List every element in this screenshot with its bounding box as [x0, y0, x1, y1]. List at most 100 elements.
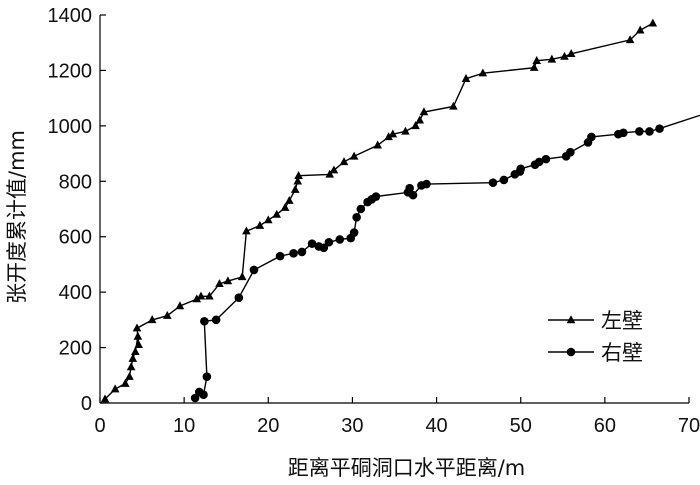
data-point-circle [335, 235, 345, 244]
x-tick-label: 10 [173, 415, 195, 437]
data-point-triangle [478, 68, 488, 77]
data-point-triangle [263, 215, 273, 224]
data-point-triangle [128, 353, 138, 362]
series-line [194, 114, 700, 399]
data-point-triangle [242, 226, 251, 235]
y-tick-label: 0 [81, 393, 92, 415]
data-point-triangle [373, 140, 382, 149]
y-tick-label: 1200 [48, 60, 93, 82]
data-point-triangle [133, 331, 143, 340]
data-point-circle [352, 213, 361, 222]
axes [99, 15, 689, 404]
y-tick-label: 800 [59, 171, 92, 193]
data-point-circle [405, 183, 414, 193]
data-point-circle [488, 178, 498, 187]
data-point-circle [349, 228, 359, 237]
data-point-circle [200, 316, 209, 326]
data-point-circle [499, 175, 509, 185]
legend-label-left-wall: 左壁 [601, 309, 643, 333]
y-tick-label: 1000 [48, 116, 93, 138]
data-point-triangle [237, 272, 247, 281]
data-point-circle [422, 179, 431, 189]
data-point-circle [645, 127, 654, 136]
x-tick-label: 50 [510, 415, 532, 437]
data-point-triangle [532, 55, 542, 64]
data-point-triangle [411, 121, 420, 130]
data-point-circle [324, 237, 334, 247]
data-point-triangle [132, 323, 142, 332]
x-tick-label: 40 [425, 415, 447, 437]
data-point-triangle [625, 35, 635, 44]
data-point-circle [655, 124, 664, 133]
data-point-triangle [401, 126, 410, 135]
data-point-circle [408, 190, 418, 200]
data-point-triangle [419, 107, 429, 116]
data-point-triangle [325, 169, 335, 178]
data-point-triangle [134, 340, 144, 349]
data-point-triangle [349, 151, 359, 160]
data-point-triangle [547, 54, 557, 63]
x-tick-label: 60 [594, 415, 616, 437]
data-point-circle [619, 128, 628, 138]
x-tick-label: 20 [257, 415, 279, 437]
data-point-triangle [110, 384, 120, 393]
plot-area [100, 18, 700, 403]
data-point-circle [356, 204, 366, 214]
data-point-triangle [529, 62, 539, 71]
legend-label-right-wall: 右壁 [601, 341, 643, 365]
series-left-wall [100, 18, 658, 403]
data-point-circle [289, 249, 298, 258]
legend: 左壁 右壁 [548, 309, 643, 365]
x-ticks: 0 10 20 30 40 50 60 70 [94, 397, 700, 437]
data-point-triangle [125, 371, 134, 380]
data-point-triangle [280, 202, 290, 211]
y-tick-label: 1400 [48, 5, 93, 27]
data-point-circle [211, 315, 221, 325]
data-point-circle [635, 127, 644, 136]
data-point-triangle [163, 310, 172, 319]
data-point-triangle [461, 74, 471, 82]
data-point-circle [587, 132, 596, 142]
data-point-triangle [560, 51, 569, 60]
data-point-triangle [635, 25, 645, 34]
data-point-triangle [205, 291, 214, 300]
x-tick-label: 0 [94, 415, 105, 437]
data-point-triangle [196, 291, 206, 300]
data-point-circle [199, 390, 208, 399]
data-point-triangle [192, 294, 202, 303]
data-point-circle [516, 164, 526, 174]
data-point-circle [275, 251, 285, 261]
y-axis-title: 张开度累计值/mm [5, 130, 29, 304]
data-point-triangle [272, 209, 281, 218]
data-point-circle [371, 192, 381, 201]
legend-triangle-marker [566, 315, 576, 324]
legend-marker-triangle [566, 315, 576, 324]
data-point-circle [307, 239, 317, 248]
data-point-triangle [120, 378, 130, 387]
data-point-triangle [147, 315, 157, 324]
data-point-triangle [566, 49, 576, 58]
data-point-triangle [215, 279, 224, 288]
data-point-triangle [131, 346, 140, 355]
data-point-triangle [223, 276, 233, 285]
data-point-circle [297, 247, 307, 257]
data-point-circle [190, 393, 200, 403]
data-point-triangle [126, 362, 136, 371]
data-point-triangle [415, 115, 425, 124]
data-point-triangle [329, 165, 339, 174]
data-point-triangle [294, 171, 303, 179]
y-tick-label: 200 [59, 338, 92, 360]
data-point-circle [534, 157, 544, 167]
y-tick-label: 600 [59, 227, 92, 249]
series-right-wall [190, 114, 700, 403]
data-point-triangle [290, 184, 300, 193]
data-point-triangle [255, 220, 265, 229]
data-point-triangle [384, 132, 393, 141]
x-tick-label: 30 [341, 415, 363, 437]
data-point-circle [249, 265, 259, 275]
data-point-triangle [100, 394, 110, 403]
data-point-triangle [293, 176, 303, 185]
y-ticks: 0 200 400 600 800 1000 1200 1400 [48, 5, 106, 415]
